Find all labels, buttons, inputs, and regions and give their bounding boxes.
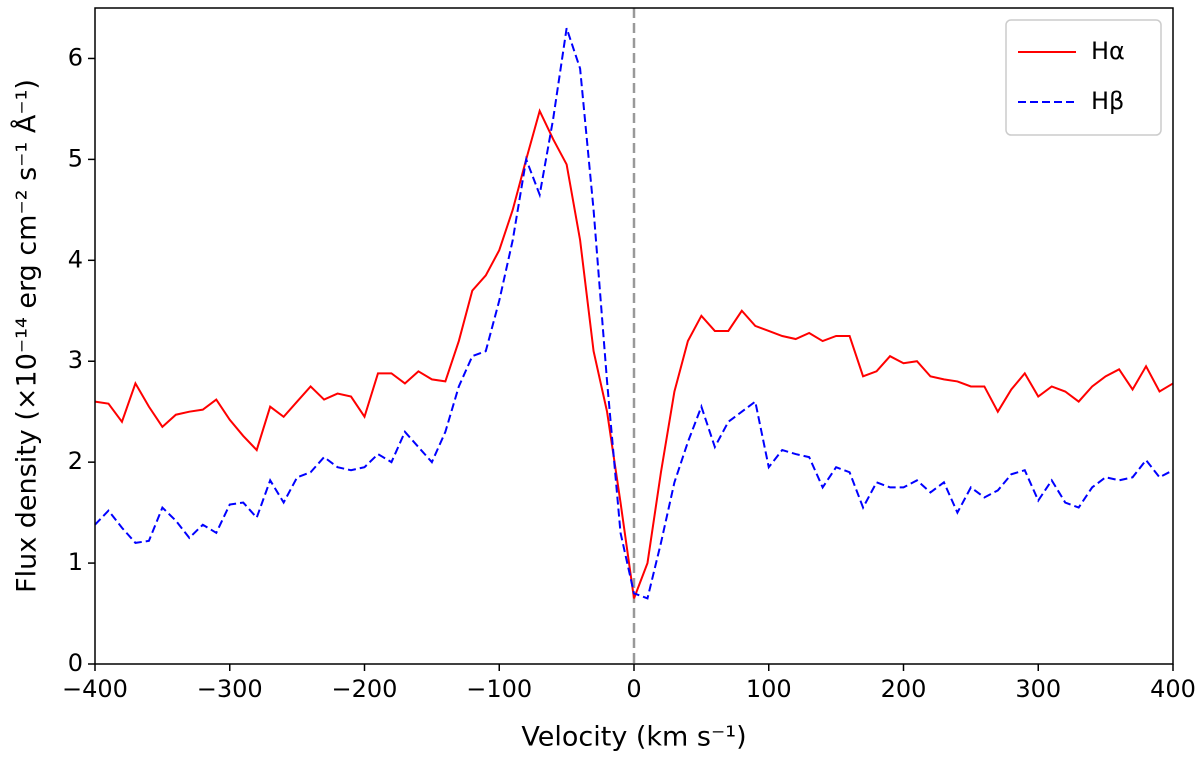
legend-label: Hβ [1091,87,1124,115]
y-tick-label: 4 [68,245,83,273]
x-tick-label: −100 [466,675,532,703]
x-tick-label: −300 [197,675,263,703]
series-line [94,108,1174,599]
legend-label: Hα [1091,37,1125,65]
y-tick-label: 1 [68,548,83,576]
x-tick-label: 300 [1015,675,1061,703]
x-tick-label: 0 [626,675,641,703]
y-tick-label: 2 [68,447,83,475]
plot-frame [94,7,1174,665]
legend-box [1005,19,1162,136]
x-tick-label: −200 [332,675,398,703]
y-axis-label: Flux density (×10⁻¹⁴ erg cm⁻² s⁻¹ Å⁻¹) [11,79,43,593]
y-tick-label: 6 [68,43,83,71]
x-axis-label: Velocity (km s⁻¹) [521,722,746,753]
y-tick-label: 3 [68,346,83,374]
y-tick-label: 0 [68,649,83,677]
x-tick-label: 400 [1150,675,1196,703]
y-tick-label: 5 [68,144,83,172]
x-tick-label: −400 [62,675,128,703]
x-tick-label: 100 [746,675,792,703]
series-line [94,27,1174,600]
x-tick-label: 200 [881,675,927,703]
